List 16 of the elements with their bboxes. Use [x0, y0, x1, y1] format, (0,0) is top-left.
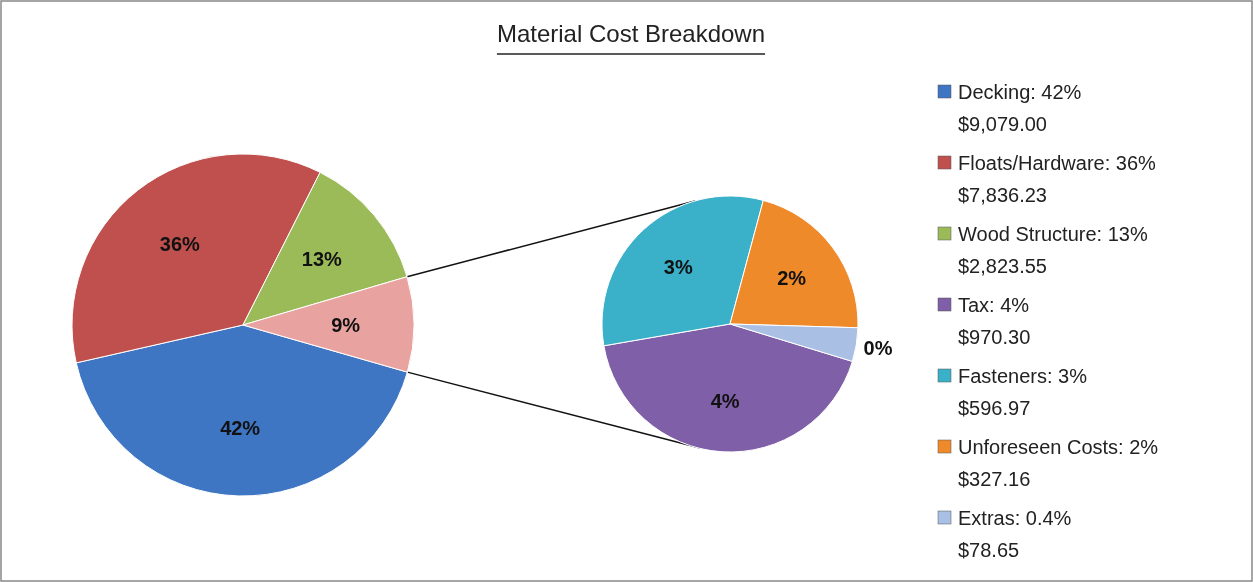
- legend-label: Fasteners: 3% $596.97: [958, 365, 1088, 419]
- data-label: 4%: [710, 389, 740, 412]
- legend-label: Extras: 0.4% $78.65: [958, 507, 1072, 561]
- legend-label: Unforeseen Costs: 2% $327.16: [958, 436, 1159, 490]
- data-label: 42%: [220, 416, 261, 439]
- data-label: 2%: [777, 267, 807, 290]
- data-label: 13%: [301, 248, 343, 271]
- chart-title: Material Cost Breakdown: [496, 20, 766, 47]
- data-label: 36%: [159, 233, 201, 256]
- legend-label: Decking: 42% $9,079.00: [958, 81, 1082, 135]
- legend-label: Tax: 4% $970.30: [958, 294, 1031, 348]
- legend-label: Floats/Hardware: 36% $7,836.23: [958, 152, 1157, 206]
- data-label: 0%: [863, 337, 893, 360]
- data-label: 3%: [663, 256, 693, 279]
- legend-label: Wood Structure: 13% $2,823.55: [958, 223, 1148, 277]
- data-label: 9%: [331, 313, 361, 336]
